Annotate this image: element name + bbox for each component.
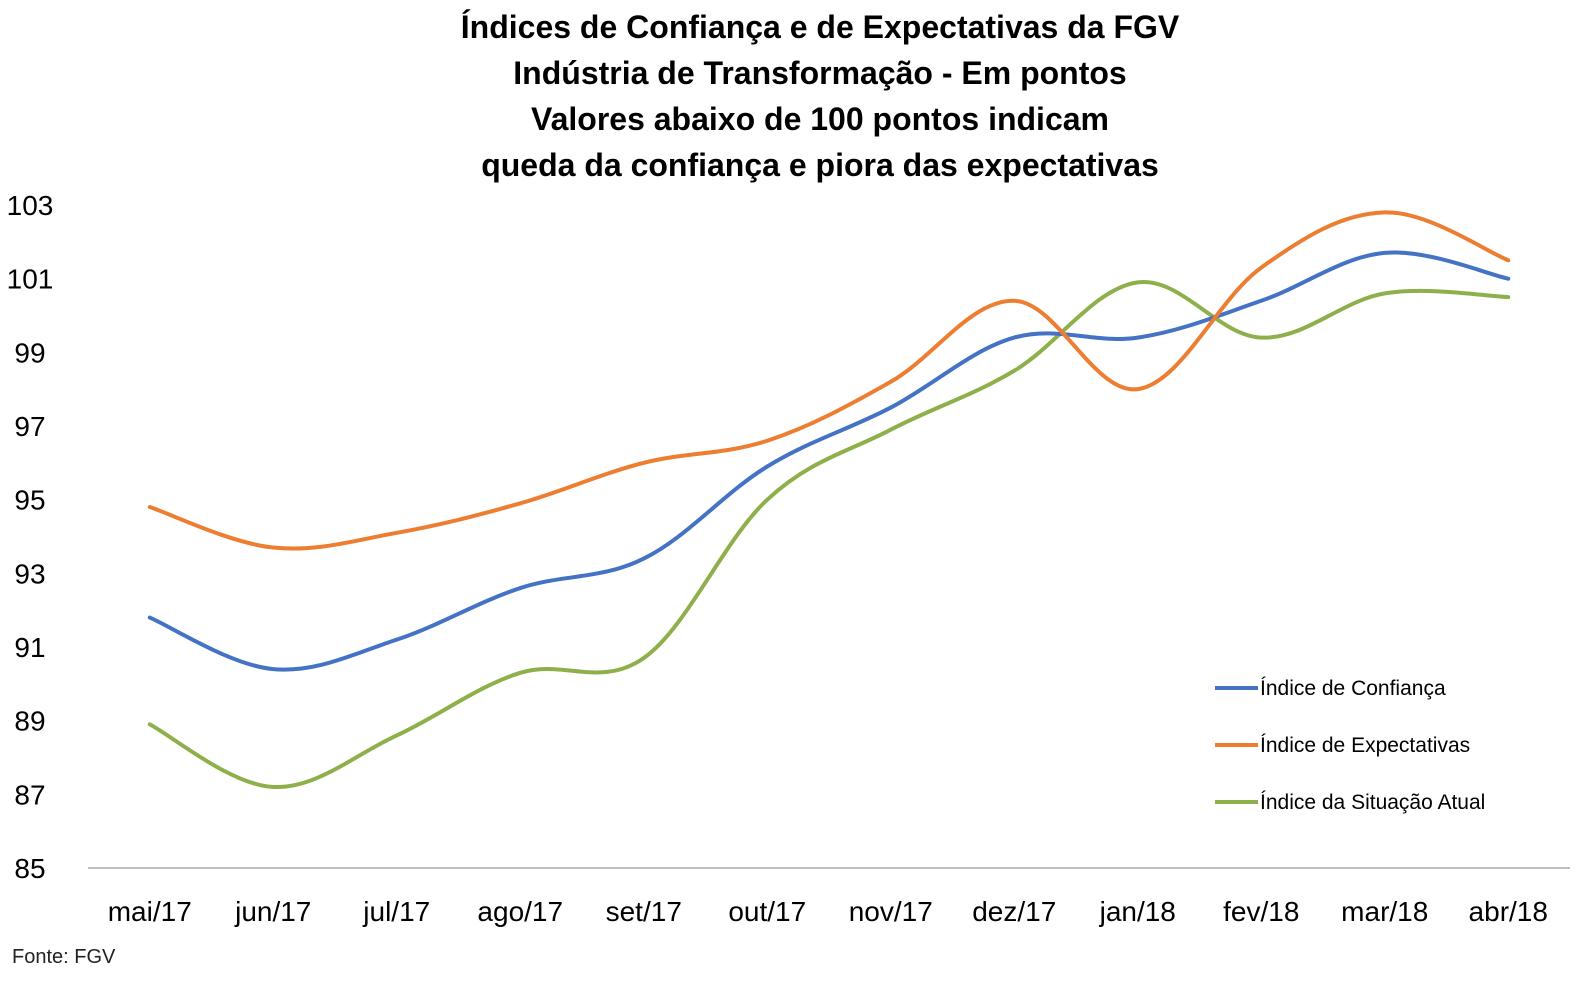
y-tick-label: 97	[14, 411, 45, 442]
legend: Índice de Confiança Índice de Expectativa…	[1215, 677, 1485, 814]
x-tick-label: mar/18	[1341, 896, 1428, 927]
y-tick-label: 89	[14, 706, 45, 737]
chart-title-line-4: queda da confiança e piora das expectati…	[481, 147, 1159, 183]
x-tick-label: jul/17	[362, 896, 430, 927]
chart-title-line-1: Índices de Confiança e de Expectativas d…	[460, 9, 1180, 45]
y-tick-label: 87	[14, 779, 45, 810]
y-axis-ticks: 103 101 99 97 95 93 91 89 87 85	[7, 190, 54, 884]
legend-label: Índice de Expectativas	[1260, 734, 1470, 757]
series-lines	[147, 210, 1511, 789]
legend-label: Índice de Confiança	[1260, 677, 1446, 700]
x-tick-label: out/17	[728, 896, 806, 927]
chart-title-line-3: Valores abaixo de 100 pontos indicam	[531, 101, 1109, 137]
chart-title-line-2: Indústria de Transformação - Em pontos	[513, 55, 1127, 91]
series-line	[147, 250, 1511, 672]
x-tick-label: abr/18	[1469, 896, 1548, 927]
x-tick-label: nov/17	[849, 896, 933, 927]
y-tick-label: 99	[14, 337, 45, 368]
series-line	[147, 280, 1511, 789]
x-tick-label: ago/17	[477, 896, 563, 927]
x-axis-ticks: mai/17 jun/17 jul/17 ago/17 set/17 out/17 nov/…	[108, 896, 1548, 927]
x-tick-label: set/17	[606, 896, 682, 927]
legend-label: Índice da Situação Atual	[1260, 791, 1485, 814]
y-tick-label: 93	[14, 558, 45, 589]
y-tick-label: 85	[14, 853, 45, 884]
chart-title: Índices de Confiança e de Expectativas d…	[0, 4, 1580, 188]
y-tick-label: 91	[14, 632, 45, 663]
x-tick-label: jan/18	[1099, 896, 1176, 927]
x-tick-label: fev/18	[1223, 896, 1299, 927]
source-note: Fonte: FGV	[12, 946, 116, 968]
series-line	[147, 210, 1511, 551]
x-tick-label: dez/17	[972, 896, 1056, 927]
y-tick-label: 103	[7, 190, 54, 221]
x-tick-label: jun/17	[234, 896, 311, 927]
y-tick-label: 95	[14, 485, 45, 516]
y-tick-label: 101	[7, 264, 54, 295]
x-tick-label: mai/17	[108, 896, 192, 927]
